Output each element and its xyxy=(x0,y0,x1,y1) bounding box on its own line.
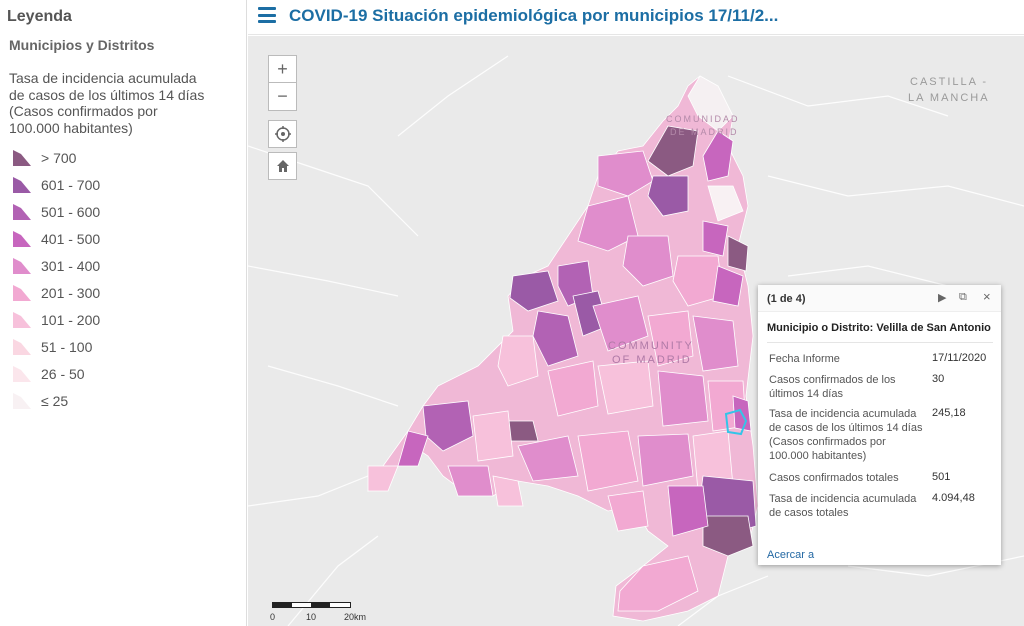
field-value: 501 xyxy=(932,471,951,483)
legend-description: Tasa de incidencia acumulada de casos de… xyxy=(9,70,205,136)
legend-item: 51 - 100 xyxy=(12,333,100,360)
home-button[interactable] xyxy=(268,152,297,180)
zoom-to-link[interactable]: Acercar a xyxy=(767,549,815,561)
field-label: Fecha Informe xyxy=(769,353,840,365)
legend-item-label: > 700 xyxy=(41,149,77,166)
basemap xyxy=(248,55,1024,626)
legend-item: 101 - 200 xyxy=(12,306,100,333)
close-icon[interactable]: × xyxy=(983,289,991,304)
popup-feature-count: (1 de 4) xyxy=(767,293,806,305)
legend-item-label: 601 - 700 xyxy=(41,176,101,193)
legend-item-label: 26 - 50 xyxy=(41,365,85,382)
locate-button[interactable] xyxy=(268,120,297,148)
locate-icon xyxy=(274,126,291,142)
legend-layer-name: Municipios y Distritos xyxy=(9,37,155,53)
region-label-castilla: CASTILLA - xyxy=(910,76,989,88)
app-title: COVID-19 Situación epidemiológica por mu… xyxy=(289,6,779,25)
legend-item-label: 201 - 300 xyxy=(41,284,101,301)
info-popup: (1 de 4) ▶ ⧉ × Municipio o Distrito: Vel… xyxy=(758,285,1001,565)
field-label: Tasa de incidencia acumulada de casos to… xyxy=(769,493,917,519)
legend-panel: Leyenda Municipios y Distritos Tasa de i… xyxy=(0,0,247,626)
field-value: 245,18 xyxy=(932,407,966,419)
legend-item: > 700 xyxy=(12,144,100,171)
region-label-community: COMMUNITY xyxy=(608,340,694,352)
legend-item: 501 - 600 xyxy=(12,198,100,225)
legend-swatch xyxy=(13,177,31,193)
zoom-in-button[interactable]: + xyxy=(268,55,297,83)
legend-swatch xyxy=(13,366,31,382)
map-view[interactable]: CASTILLA - LA MANCHA COMMUNITY OF MADRID… xyxy=(248,36,1024,626)
legend-swatch xyxy=(13,204,31,220)
legend-item: 401 - 500 xyxy=(12,225,100,252)
menu-icon[interactable] xyxy=(258,7,276,25)
field-label: Tasa de incidencia acumulada de casos de… xyxy=(769,408,923,462)
legend-swatch xyxy=(13,312,31,328)
popup-divider xyxy=(767,342,993,343)
popup-title: Municipio o Distrito: Velilla de San Ant… xyxy=(767,322,991,334)
legend-item: 26 - 50 xyxy=(12,360,100,387)
legend-swatch xyxy=(13,231,31,247)
scale-tick: 0 xyxy=(270,612,276,622)
region-label-mancha: LA MANCHA xyxy=(908,92,990,104)
legend-swatch xyxy=(13,393,31,409)
legend-title: Leyenda xyxy=(7,8,72,25)
home-icon xyxy=(276,160,289,172)
legend-swatch xyxy=(13,285,31,301)
field-value: 17/11/2020 xyxy=(932,352,987,364)
legend-item-label: 51 - 100 xyxy=(41,338,93,355)
legend-item-label: 501 - 600 xyxy=(41,203,101,220)
region-label-madrid: OF MADRID xyxy=(612,354,692,366)
scale-tick: 10 xyxy=(306,612,317,622)
legend-item: 601 - 700 xyxy=(12,171,100,198)
field-value: 4.094,48 xyxy=(932,492,975,504)
region-label-de-madrid: DE MADRID xyxy=(670,127,739,137)
region-label-comunidad: COMUNIDAD xyxy=(666,114,740,124)
field-label: Casos confirmados de los últimos 14 días xyxy=(769,374,896,400)
scale-tick: 20km xyxy=(344,612,367,622)
legend-item-label: ≤ 25 xyxy=(41,392,69,409)
legend-item: ≤ 25 xyxy=(12,387,100,414)
legend-item: 301 - 400 xyxy=(12,252,100,279)
popup-header: (1 de 4) ▶ ⧉ × xyxy=(758,285,1001,312)
legend-swatch xyxy=(13,258,31,274)
scale-bar-graphic xyxy=(272,602,351,608)
legend-swatch xyxy=(13,150,31,166)
dock-icon[interactable]: ⧉ xyxy=(959,291,967,303)
field-value: 30 xyxy=(932,373,945,385)
legend-swatch xyxy=(13,339,31,355)
legend-item-label: 301 - 400 xyxy=(41,257,101,274)
field-label: Casos confirmados totales xyxy=(769,472,899,484)
legend-item-label: 401 - 500 xyxy=(41,230,101,247)
app-header: COVID-19 Situación epidemiológica por mu… xyxy=(248,0,1024,35)
zoom-out-button[interactable]: − xyxy=(268,83,297,111)
next-feature-icon[interactable]: ▶ xyxy=(938,292,947,304)
legend-item: 201 - 300 xyxy=(12,279,100,306)
legend-item-label: 101 - 200 xyxy=(41,311,101,328)
legend-items: > 700 601 - 700 501 - 600 401 - 500 301 - 40… xyxy=(12,144,100,414)
